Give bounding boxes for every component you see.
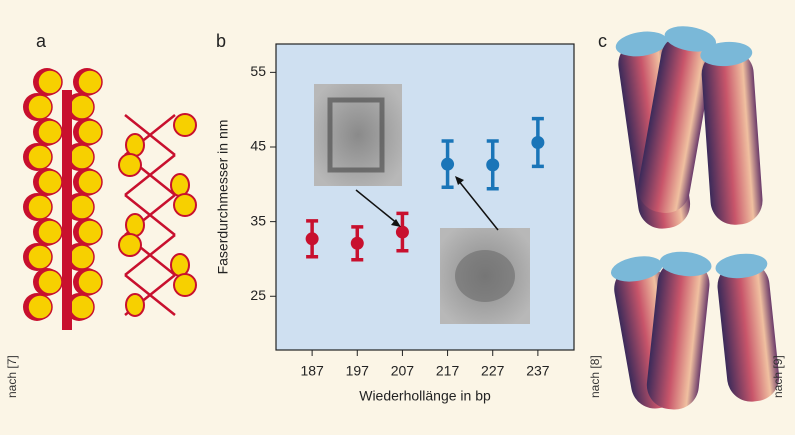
x-tick-label: 207 — [391, 363, 415, 379]
nucleosome — [70, 245, 94, 269]
credit: nach [9] — [771, 355, 785, 398]
point — [306, 232, 319, 245]
micrograph-1 — [314, 84, 402, 186]
x-tick-label: 217 — [436, 363, 460, 379]
nucleosome — [70, 145, 94, 169]
nucleosome — [70, 95, 94, 119]
micrograph-2 — [440, 228, 530, 324]
credit: nach [7] — [5, 355, 19, 398]
y-tick-label: 25 — [250, 287, 266, 303]
nucleosome — [126, 294, 144, 316]
micrograph-feature — [455, 250, 515, 302]
panel-a-illustration — [23, 68, 196, 330]
x-tick-label: 197 — [346, 363, 370, 379]
panel-label: c — [598, 31, 607, 51]
nucleosome — [70, 295, 94, 319]
nucleosome — [171, 174, 189, 196]
nucleosome — [38, 120, 62, 144]
x-tick-label: 227 — [481, 363, 505, 379]
y-tick-label: 55 — [250, 63, 266, 79]
nucleosome — [28, 295, 52, 319]
nucleosome — [126, 214, 144, 236]
x-tick-label: 187 — [300, 363, 324, 379]
panel-label: a — [36, 31, 47, 51]
nucleosome — [119, 234, 141, 256]
y-tick-label: 45 — [250, 138, 266, 154]
nucleosome — [171, 254, 189, 276]
nucleosome — [38, 70, 62, 94]
nucleosome — [78, 270, 102, 294]
point — [486, 158, 499, 171]
point — [441, 158, 454, 171]
nucleosome — [174, 194, 196, 216]
linker — [62, 90, 72, 330]
nucleosome — [78, 170, 102, 194]
nucleosome — [38, 170, 62, 194]
nucleosome — [28, 145, 52, 169]
panel-c-illustration — [609, 23, 781, 413]
nucleosome — [78, 220, 102, 244]
nucleosome — [28, 95, 52, 119]
nucleosome — [78, 120, 102, 144]
x-tick-label: 237 — [526, 363, 550, 379]
helix-cylinder — [700, 48, 764, 226]
panel-label: b — [216, 31, 226, 51]
nucleosome — [119, 154, 141, 176]
figure: 25 35 45 55 187 197 207 217 227 237 a b c nach [7… — [0, 0, 795, 435]
nucleosome — [38, 270, 62, 294]
point — [531, 136, 544, 149]
x-axis-label: Wiederhollänge in bp — [359, 388, 491, 404]
nucleosome — [70, 195, 94, 219]
y-axis-label: Faserdurchmesser in nm — [215, 120, 231, 275]
nucleosome — [28, 245, 52, 269]
nucleosome — [38, 220, 62, 244]
point — [396, 226, 409, 239]
credit: nach [8] — [588, 355, 602, 398]
nucleosome — [28, 195, 52, 219]
nucleosome — [174, 274, 196, 296]
point — [351, 237, 364, 250]
nucleosome — [78, 70, 102, 94]
nucleosome — [126, 134, 144, 156]
y-tick-label: 35 — [250, 212, 266, 228]
nucleosome — [174, 114, 196, 136]
